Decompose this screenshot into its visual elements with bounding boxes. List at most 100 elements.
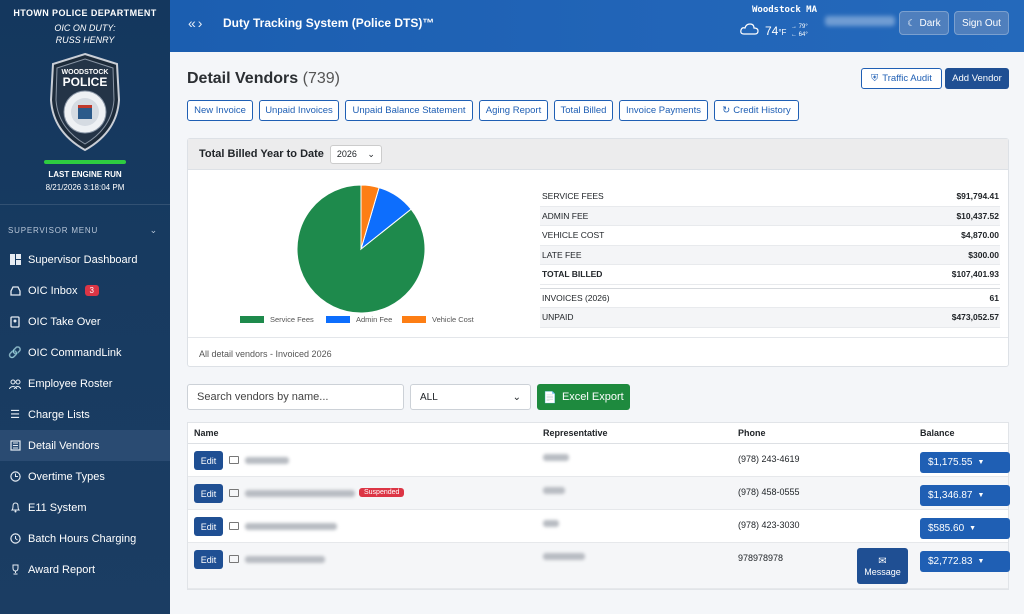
balance-value: $585.60 (928, 523, 965, 534)
aging-report-button[interactable]: Aging Report (479, 100, 548, 121)
page-title: Detail Vendors (739) (187, 70, 340, 88)
engine-status-bar (44, 160, 126, 164)
list-icon: ☰ (10, 409, 20, 421)
sidebar-item-label: Charge Lists (28, 408, 90, 421)
balance-dropdown-button[interactable]: $1,346.87 ▼ (920, 485, 1010, 506)
image-icon (229, 456, 239, 464)
sidebar-item-oic-take-over[interactable]: OIC Take Over (0, 306, 170, 337)
column-balance[interactable]: Balance (920, 428, 955, 438)
balance-dropdown-button[interactable]: $2,772.83 ▼ (920, 551, 1010, 572)
sidebar-item-oic-inbox[interactable]: OIC Inbox 3 (0, 275, 170, 306)
inbox-count-badge: 3 (84, 285, 99, 296)
sidebar-item-employee-roster[interactable]: Employee Roster (0, 368, 170, 399)
vendor-filter-select[interactable]: ALL ⌄ (410, 384, 531, 410)
representative-redacted (543, 553, 585, 560)
edit-button[interactable]: Edit (194, 517, 223, 536)
user-name-redacted (825, 16, 895, 26)
legend-label: Service Fees (270, 315, 314, 324)
new-invoice-button[interactable]: New Invoice (187, 100, 253, 121)
oic-name: RUSS HENRY (55, 35, 115, 45)
sidebar-item-detail-vendors[interactable]: Detail Vendors (0, 430, 170, 461)
vendor-search-input[interactable]: Search vendors by name... (187, 384, 404, 410)
sign-out-button[interactable]: Sign Out (954, 11, 1009, 35)
column-representative[interactable]: Representative (543, 428, 608, 438)
oic-on-duty: OIC ON DUTY: RUSS HENRY (0, 22, 170, 46)
billing-pie-chart (296, 184, 426, 314)
phone-number: (978) 243-4619 (738, 454, 800, 464)
balance-value: $1,175.55 (928, 457, 973, 468)
chevron-down-icon: ⌄ (367, 148, 375, 159)
balance-dropdown-button[interactable]: $585.60 ▼ (920, 518, 1010, 539)
edit-button[interactable]: Edit (194, 451, 223, 470)
bell-icon (9, 502, 21, 514)
credit-history-button[interactable]: ↻ Credit History (714, 100, 799, 121)
unpaid-balance-statement-button[interactable]: Unpaid Balance Statement (345, 100, 473, 121)
clock-icon (9, 471, 21, 483)
dark-mode-label: Dark (919, 17, 941, 29)
inbox-icon (9, 285, 21, 297)
fee-value: $107,401.93 (951, 269, 999, 280)
building-icon (9, 440, 21, 452)
supervisor-menu-toggle[interactable]: SUPERVISOR MENU ⌄ (0, 225, 170, 236)
sidebar-item-label: OIC Inbox (28, 284, 78, 297)
representative-redacted (543, 520, 559, 527)
table-row: Edit (978) 243-4619 $1,175.55 ▼ (188, 444, 1010, 477)
year-select[interactable]: 2026 ⌄ (329, 144, 382, 164)
message-label: Message (864, 566, 901, 577)
unpaid-invoices-button[interactable]: Unpaid Invoices (259, 100, 339, 121)
edit-button[interactable]: Edit (194, 484, 223, 503)
sidebar-item-award-report[interactable]: Award Report (0, 554, 170, 585)
vendor-name-redacted (245, 490, 355, 497)
sidebar-item-label: Employee Roster (28, 377, 113, 390)
excel-export-button[interactable]: 📄 Excel Export (537, 384, 630, 410)
app-title: Duty Tracking System (Police DTS)™ (223, 16, 435, 30)
vendor-count: (739) (302, 70, 340, 87)
vendors-table: Name Representative Phone Balance Edit (… (187, 422, 1010, 590)
pie-slice-vehicle-cost[interactable] (360, 184, 380, 250)
envelope-icon: ✉ (878, 555, 887, 567)
collapse-sidebar-icon[interactable]: «› (188, 15, 205, 31)
table-row: Edit (978) 423-3030 $585.60 ▼ (188, 510, 1010, 543)
department-name: HTOWN POLICE DEPARTMENT (13, 8, 157, 18)
balance-value: $2,772.83 (928, 556, 973, 567)
dashboard-icon (9, 254, 21, 266)
weather-city: Woodstock MA (752, 5, 818, 15)
weather-high-low: → 79° ← 64° (791, 24, 808, 38)
balance-dropdown-button[interactable]: $1,175.55 ▼ (920, 452, 1010, 473)
sidebar-item-label: OIC Take Over (28, 315, 101, 328)
legend-swatch (326, 316, 350, 323)
sidebar-item-e11-system[interactable]: E11 System (0, 492, 170, 523)
add-vendor-button[interactable]: Add Vendor (945, 68, 1009, 89)
oic-label: OIC ON DUTY: (54, 23, 116, 33)
image-icon (229, 489, 239, 497)
sidebar-item-supervisor-dashboard[interactable]: Supervisor Dashboard (0, 244, 170, 275)
fee-label: VEHICLE COST (542, 230, 605, 241)
sidebar-item-overtime-types[interactable]: Overtime Types (0, 461, 170, 492)
column-name[interactable]: Name (194, 428, 219, 438)
legend-admin-fee: Admin Fee (326, 315, 392, 324)
dark-mode-button[interactable]: ☾ Dark (899, 11, 949, 35)
fee-row-admin-fee: ADMIN FEE $10,437.52 (540, 206, 1000, 226)
sidebar-item-label: OIC CommandLink (28, 346, 122, 359)
sidebar-item-label: Supervisor Dashboard (28, 253, 138, 266)
column-phone[interactable]: Phone (738, 428, 766, 438)
fee-row-total-billed: TOTAL BILLED $107,401.93 (540, 265, 1000, 285)
summary-header: Total Billed Year to Date 2026 ⌄ (188, 139, 1008, 170)
sidebar-item-charge-lists[interactable]: ☰ Charge Lists (0, 399, 170, 430)
sidebar-item-batch-hours-charging[interactable]: Batch Hours Charging (0, 523, 170, 554)
invoice-payments-button[interactable]: Invoice Payments (619, 100, 708, 121)
traffic-audit-button[interactable]: ⛨ Traffic Audit (861, 68, 942, 89)
total-billed-button[interactable]: Total Billed (554, 100, 613, 121)
edit-button[interactable]: Edit (194, 550, 223, 569)
message-button[interactable]: ✉ Message (857, 548, 908, 584)
trophy-icon (9, 564, 21, 576)
chevron-down-icon: ⌄ (512, 391, 521, 403)
image-icon (229, 555, 239, 563)
fee-row-vehicle-cost: VEHICLE COST $4,870.00 (540, 226, 1000, 246)
fee-label: LATE FEE (542, 249, 582, 260)
menu-title: SUPERVISOR MENU (8, 226, 99, 235)
sidebar-item-oic-commandlink[interactable]: 🔗 OIC CommandLink (0, 337, 170, 368)
stat-row-unpaid: UNPAID $473,052.57 (540, 308, 1000, 328)
stat-value: 61 (989, 292, 999, 303)
legend-vehicle-cost: Vehicle Cost (402, 315, 474, 324)
